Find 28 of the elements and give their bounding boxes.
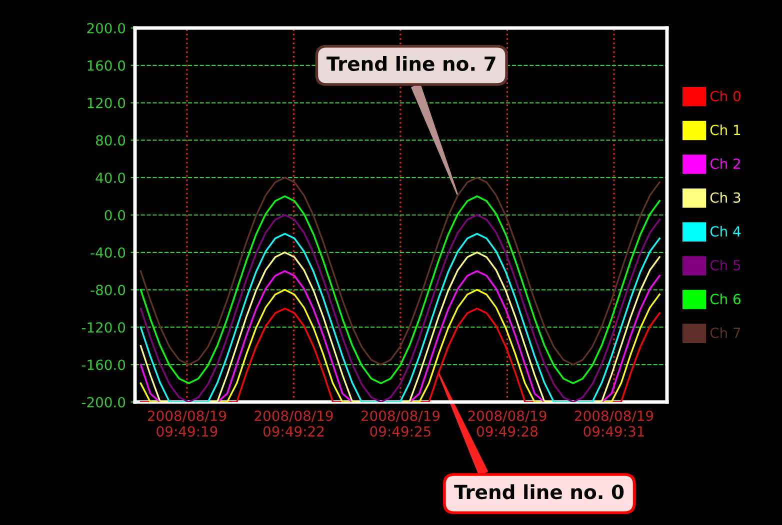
- legend-label: Ch 2: [710, 158, 740, 170]
- y-tick-label: 120.0: [88, 98, 126, 108]
- legend-label: Ch 3: [710, 192, 740, 203]
- annotation: Trend line no. 7: [326, 56, 496, 72]
- line-series: [140, 195, 660, 384]
- legend-label: Ch 0: [710, 90, 740, 102]
- x-tick-label: 2008/08/19 09:49:22: [254, 410, 333, 437]
- y-tick-label: 200.0: [87, 22, 126, 34]
- y-tick-label: -40.0: [90, 247, 126, 258]
- legend-label: Ch 4: [710, 226, 741, 237]
- y-tick-label: -80.0: [90, 284, 126, 296]
- legend-label: Ch 1: [710, 124, 740, 136]
- legend-label: Ch 6: [710, 294, 740, 304]
- legend-label: Ch 5: [710, 260, 740, 270]
- line-series: [140, 176, 660, 366]
- y-tick-label: 40.0: [96, 172, 126, 184]
- y-tick-label: 80.0: [96, 135, 126, 146]
- y-tick-label: 0.0: [104, 210, 126, 220]
- x-tick-label: 2008/08/19 09:49:28: [468, 410, 546, 437]
- y-tick-label: -160.0: [82, 360, 126, 370]
- y-tick-label: -120.0: [82, 322, 126, 333]
- x-tick-label: 2008/08/19 09:49:25: [361, 410, 440, 437]
- y-tick-label: -200.0: [82, 396, 126, 408]
- y-tick-label: 160.0: [88, 60, 126, 71]
- x-tick-label: 2008/08/19 09:49:31: [574, 410, 654, 437]
- legend-label: Ch 7: [710, 327, 740, 338]
- annotation: Trend line no. 0: [454, 484, 624, 500]
- x-tick-label: 2008/08/19 09:49:19: [148, 410, 226, 437]
